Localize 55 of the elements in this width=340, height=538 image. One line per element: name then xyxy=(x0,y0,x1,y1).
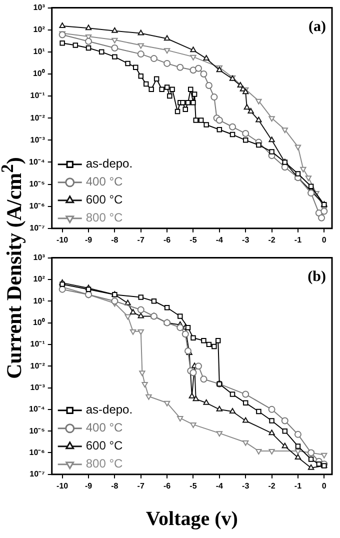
x-tick-label: -3 xyxy=(242,481,250,490)
legend-label: as-depo. xyxy=(86,156,133,171)
y-tick-label: 10⁰ xyxy=(32,318,45,327)
x-tick-label: -7 xyxy=(137,235,145,244)
x-tick-label: -10 xyxy=(56,481,69,490)
legend-label: 400 °C xyxy=(86,420,124,435)
x-axis-title: Voltage (v) xyxy=(146,508,238,530)
legend-label: 800 °C xyxy=(86,210,124,225)
x-tick-label: -9 xyxy=(84,235,93,244)
y-tick-label: 10⁻⁵ xyxy=(29,179,46,188)
y-tick-label: 10³ xyxy=(33,253,46,262)
x-tick-label: -4 xyxy=(216,235,224,244)
x-tick-label: -3 xyxy=(242,235,250,244)
x-tick-label: -5 xyxy=(190,481,198,490)
x-tick-label: -2 xyxy=(268,481,276,490)
y-tick-label: 10¹ xyxy=(33,47,46,56)
y-tick-label: 10¹ xyxy=(33,296,46,306)
y-tick-label: 10⁻³ xyxy=(30,382,46,392)
y-tick-label: 10⁻⁶ xyxy=(29,202,46,211)
y-tick-label: 10⁻⁴ xyxy=(28,157,45,166)
x-tick-label: -4 xyxy=(216,481,224,490)
y-tick-label: 10² xyxy=(33,274,46,284)
y-tick-label: 10⁻⁴ xyxy=(28,404,45,414)
y-tick-label: 10⁻¹ xyxy=(30,340,46,349)
annotation: (b) xyxy=(308,269,326,286)
x-tick-label: -1 xyxy=(294,235,302,244)
y-tick-label: 10² xyxy=(33,25,46,34)
legend-label: as-depo. xyxy=(86,402,133,417)
x-tick-label: -9 xyxy=(84,481,93,490)
legend-label: 800 °C xyxy=(86,456,124,471)
y-tick-label: 10³ xyxy=(33,3,46,12)
y-tick-label: 10⁻² xyxy=(30,113,46,122)
x-tick-label: -10 xyxy=(56,235,69,244)
x-tick-label: 0 xyxy=(322,481,327,490)
x-tick-label: -6 xyxy=(163,481,172,490)
y-tick-label: 10⁻⁶ xyxy=(29,448,46,457)
x-tick-label: -2 xyxy=(268,235,276,244)
y-tick-label: 10⁻² xyxy=(30,361,46,370)
annotation: (a) xyxy=(308,19,326,36)
y-tick-label: 10⁻⁷ xyxy=(30,224,45,233)
legend-label: 600 °C xyxy=(86,438,124,453)
x-tick-label: -5 xyxy=(190,235,198,244)
x-tick-label: -1 xyxy=(294,481,302,490)
y-tick-label: 10⁰ xyxy=(32,69,45,78)
x-tick-label: -7 xyxy=(137,481,145,490)
y-tick-label: 10⁻¹ xyxy=(30,91,46,100)
legend-label: 600 °C xyxy=(86,192,124,207)
x-tick-label: -8 xyxy=(111,235,119,244)
x-tick-label: 0 xyxy=(322,235,327,244)
x-tick-label: -6 xyxy=(163,235,172,244)
y-tick-label: 10⁻³ xyxy=(30,135,46,144)
y-tick-label: 10⁻⁵ xyxy=(29,426,46,436)
legend-label: 400 °C xyxy=(86,174,124,189)
x-tick-label: -8 xyxy=(111,481,119,490)
y-tick-label: 10⁻⁷ xyxy=(30,470,45,479)
